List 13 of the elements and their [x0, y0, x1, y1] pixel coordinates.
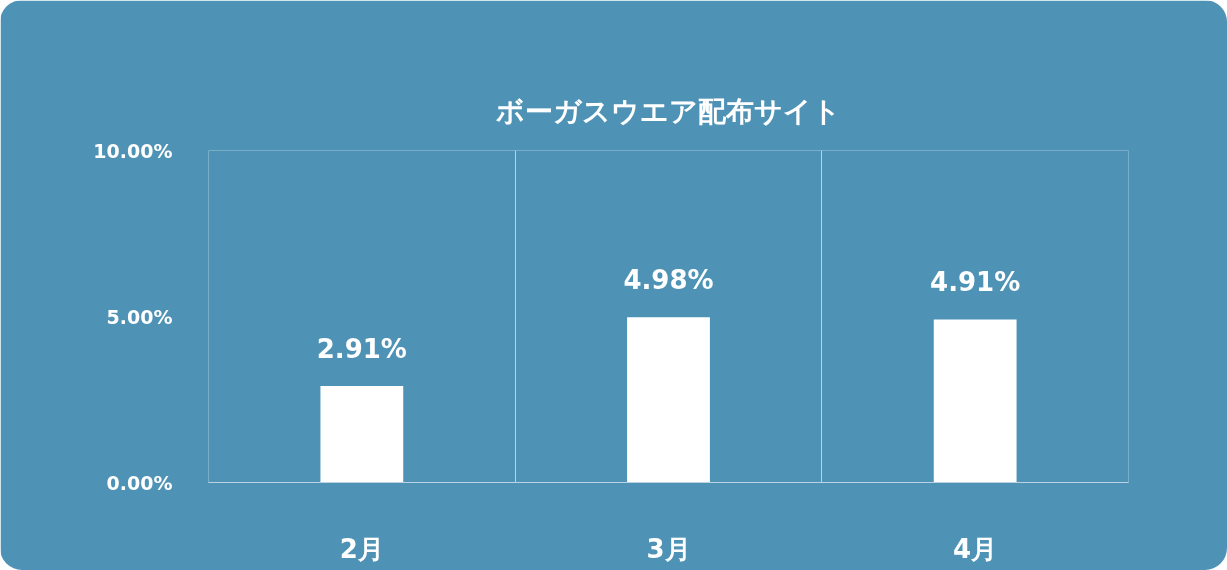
data-label: 2.91%	[316, 333, 407, 364]
x-tick-label: 2月	[339, 533, 384, 564]
bar	[933, 319, 1017, 483]
data-label: 4.91%	[930, 267, 1021, 298]
y-tick-label: 5.00%	[106, 305, 173, 328]
bar	[320, 385, 404, 483]
data-label: 4.98%	[623, 265, 714, 296]
chart-title: ボーガスウエア配布サイト	[496, 95, 841, 128]
x-tick-label: 4月	[953, 533, 998, 564]
y-tick-label: 0.00%	[106, 471, 173, 494]
y-tick-label: 10.00%	[93, 139, 173, 162]
x-tick-label: 3月	[646, 533, 691, 564]
bar	[627, 317, 710, 483]
